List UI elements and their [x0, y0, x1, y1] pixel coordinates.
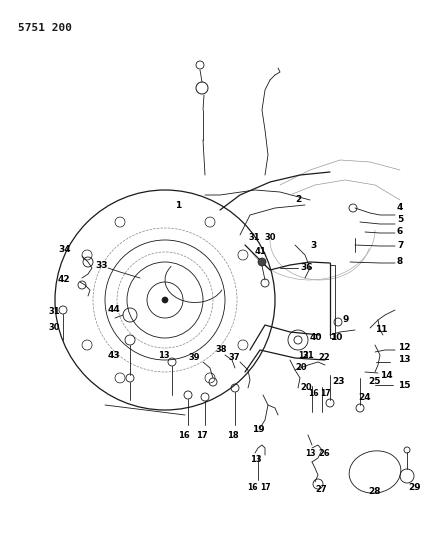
Text: 24: 24 — [358, 393, 371, 402]
Text: 16: 16 — [247, 482, 258, 491]
Text: 38: 38 — [215, 345, 226, 354]
Text: 3: 3 — [310, 240, 316, 249]
Text: 13: 13 — [398, 356, 410, 365]
Text: 39: 39 — [188, 353, 199, 362]
Text: 9: 9 — [343, 316, 349, 325]
Text: 25: 25 — [368, 377, 380, 386]
Text: 6: 6 — [397, 227, 403, 236]
Circle shape — [258, 258, 266, 266]
Text: 5: 5 — [397, 215, 403, 224]
Text: 2: 2 — [295, 196, 301, 205]
Text: 1: 1 — [175, 200, 181, 209]
Text: 43: 43 — [108, 351, 121, 359]
Text: 13: 13 — [158, 351, 169, 359]
Text: 27: 27 — [315, 486, 327, 495]
Text: 29: 29 — [408, 482, 421, 491]
Text: 20: 20 — [295, 364, 306, 373]
Text: 7: 7 — [397, 240, 403, 249]
Text: 21: 21 — [302, 351, 314, 359]
Text: 20: 20 — [300, 384, 312, 392]
Text: 13: 13 — [250, 456, 262, 464]
Text: 11: 11 — [375, 326, 387, 335]
Text: 44: 44 — [108, 305, 121, 314]
Text: 23: 23 — [332, 377, 345, 386]
Text: 37: 37 — [228, 353, 240, 362]
Text: 5751 200: 5751 200 — [18, 23, 72, 33]
Text: 17: 17 — [320, 389, 330, 398]
Text: 13: 13 — [305, 448, 315, 457]
Text: 34: 34 — [58, 246, 71, 254]
Text: 4: 4 — [397, 203, 403, 212]
Text: 42: 42 — [58, 276, 71, 285]
Text: 14: 14 — [380, 370, 392, 379]
Text: 13: 13 — [298, 351, 309, 359]
Text: 17: 17 — [260, 482, 270, 491]
Text: 33: 33 — [95, 261, 107, 270]
Text: 15: 15 — [398, 381, 410, 390]
Text: 31: 31 — [248, 232, 260, 241]
Circle shape — [162, 297, 168, 303]
Text: 30: 30 — [264, 232, 276, 241]
Text: 36: 36 — [300, 263, 312, 272]
Text: 18: 18 — [227, 431, 239, 440]
Text: 19: 19 — [252, 425, 265, 434]
Text: 8: 8 — [397, 257, 403, 266]
Text: 10: 10 — [330, 334, 342, 343]
Text: 12: 12 — [398, 343, 410, 352]
Text: 30: 30 — [48, 324, 59, 333]
Text: 40: 40 — [310, 334, 323, 343]
Text: 22: 22 — [318, 353, 330, 362]
Text: 26: 26 — [318, 448, 330, 457]
Text: 31: 31 — [48, 308, 59, 317]
Text: 28: 28 — [368, 488, 380, 497]
Text: 16: 16 — [178, 431, 190, 440]
Text: 17: 17 — [196, 431, 208, 440]
Text: 41: 41 — [255, 247, 267, 256]
Text: 16: 16 — [308, 389, 318, 398]
